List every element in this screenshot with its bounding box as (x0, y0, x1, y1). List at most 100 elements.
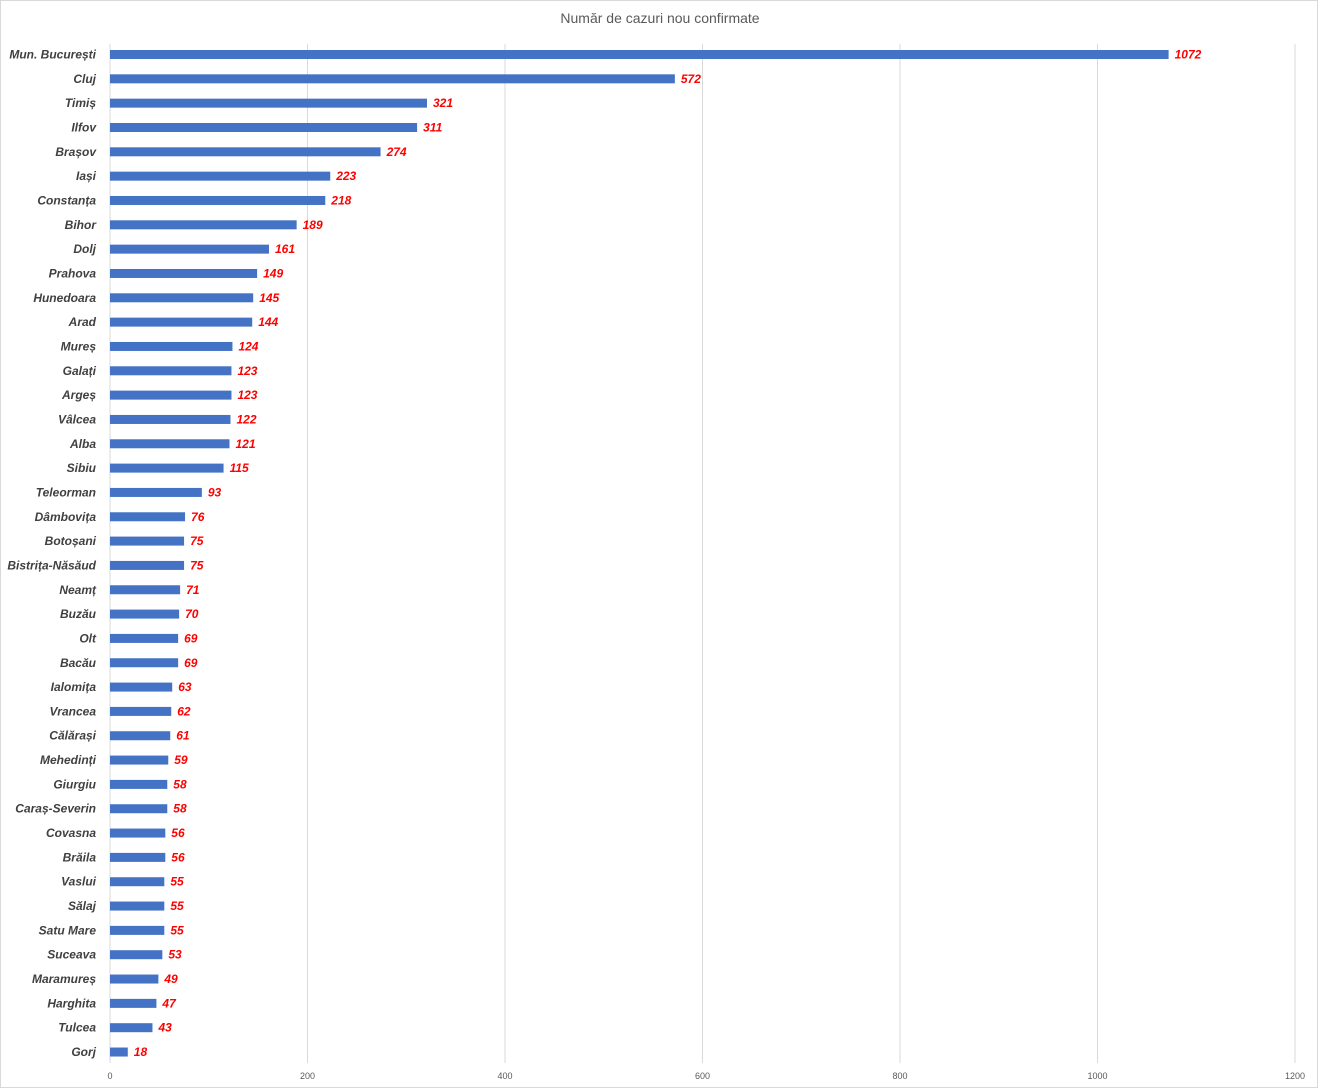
bar (110, 609, 180, 619)
bar (110, 731, 171, 741)
data-label: 62 (177, 704, 191, 718)
data-label: 76 (191, 510, 205, 524)
data-label: 43 (157, 1021, 172, 1035)
data-label: 274 (386, 145, 407, 159)
category-label: Timiș (65, 96, 96, 110)
bar (110, 852, 166, 862)
category-label: Alba (69, 437, 96, 451)
category-label: Gorj (71, 1045, 96, 1059)
category-label: Constanța (37, 193, 96, 207)
category-label: Giurgiu (53, 777, 96, 791)
category-label: Brăila (63, 850, 97, 864)
category-label: Maramureș (32, 972, 96, 986)
data-label: 572 (681, 72, 701, 86)
data-label: 55 (170, 923, 184, 937)
category-label: Ilfov (71, 120, 97, 134)
x-tick-label: 200 (300, 1071, 315, 1081)
data-label: 223 (335, 169, 356, 183)
bar (110, 1047, 128, 1057)
bar (110, 998, 157, 1008)
bar (110, 98, 427, 108)
bar (110, 706, 172, 716)
bar (110, 755, 169, 765)
bar (110, 195, 326, 205)
category-label: Mun. București (9, 48, 96, 62)
bar (110, 633, 179, 643)
category-label: Mureș (61, 339, 97, 353)
x-tick-label: 1000 (1087, 1071, 1107, 1081)
data-label: 49 (163, 972, 178, 986)
data-label: 69 (184, 656, 198, 670)
category-label: Sălaj (68, 899, 97, 913)
bar (110, 877, 165, 887)
data-label: 71 (186, 583, 200, 597)
category-label: Vrancea (50, 704, 97, 718)
category-label: Arad (68, 315, 97, 329)
data-label: 58 (173, 802, 187, 816)
data-label: 124 (238, 339, 258, 353)
bar (110, 901, 165, 911)
data-label: 53 (168, 948, 182, 962)
data-label: 55 (170, 875, 184, 889)
data-label: 69 (184, 631, 198, 645)
category-label: Olt (79, 631, 97, 645)
data-label: 123 (237, 364, 257, 378)
bar (110, 390, 232, 400)
data-label: 55 (170, 899, 184, 913)
category-label: Iași (76, 169, 97, 183)
category-label: Călărași (49, 729, 96, 743)
bar (110, 950, 163, 960)
category-label: Teleorman (36, 485, 96, 499)
x-tick-label: 400 (497, 1071, 512, 1081)
category-label: Harghita (47, 996, 96, 1010)
bar (110, 804, 168, 814)
category-label: Hunedoara (33, 291, 96, 305)
category-label: Caraș-Severin (15, 802, 96, 816)
bar (110, 414, 231, 424)
bar (110, 122, 418, 132)
data-label: 63 (178, 680, 192, 694)
bar (110, 779, 168, 789)
data-label: 56 (171, 826, 185, 840)
bar (110, 974, 159, 984)
data-label: 18 (134, 1045, 148, 1059)
bar (110, 317, 253, 327)
category-label: Vâlcea (58, 412, 96, 426)
data-label: 70 (185, 607, 199, 621)
category-label: Dolj (73, 242, 96, 256)
data-label: 144 (258, 315, 278, 329)
category-label: Argeș (61, 388, 96, 402)
data-label: 121 (235, 437, 255, 451)
bar (110, 439, 230, 449)
data-label: 321 (433, 96, 453, 110)
data-label: 75 (190, 534, 204, 548)
bar (110, 244, 269, 254)
data-label: 311 (423, 120, 442, 134)
category-label: Ialomița (51, 680, 97, 694)
data-label: 93 (208, 485, 222, 499)
bar (110, 341, 233, 351)
data-label: 1072 (1175, 48, 1202, 62)
data-label: 59 (174, 753, 188, 767)
x-tick-label: 800 (892, 1071, 907, 1081)
bar (110, 74, 675, 84)
chart-title: Număr de cazuri nou confirmate (560, 10, 760, 26)
bar (110, 585, 181, 595)
bar (110, 512, 186, 522)
x-tick-label: 1200 (1285, 1071, 1305, 1081)
category-label: Satu Mare (39, 923, 97, 937)
category-label: Prahova (49, 266, 97, 280)
category-label: Tulcea (58, 1021, 96, 1035)
bar (110, 293, 254, 303)
bar (110, 1023, 153, 1033)
data-label: 58 (173, 777, 187, 791)
bar (110, 560, 185, 570)
category-label: Botoșani (45, 534, 97, 548)
category-label: Sibiu (67, 461, 97, 475)
bar (110, 536, 185, 546)
data-label: 115 (230, 461, 249, 475)
data-label: 75 (190, 558, 204, 572)
category-label: Galați (63, 364, 97, 378)
bar (110, 463, 224, 473)
